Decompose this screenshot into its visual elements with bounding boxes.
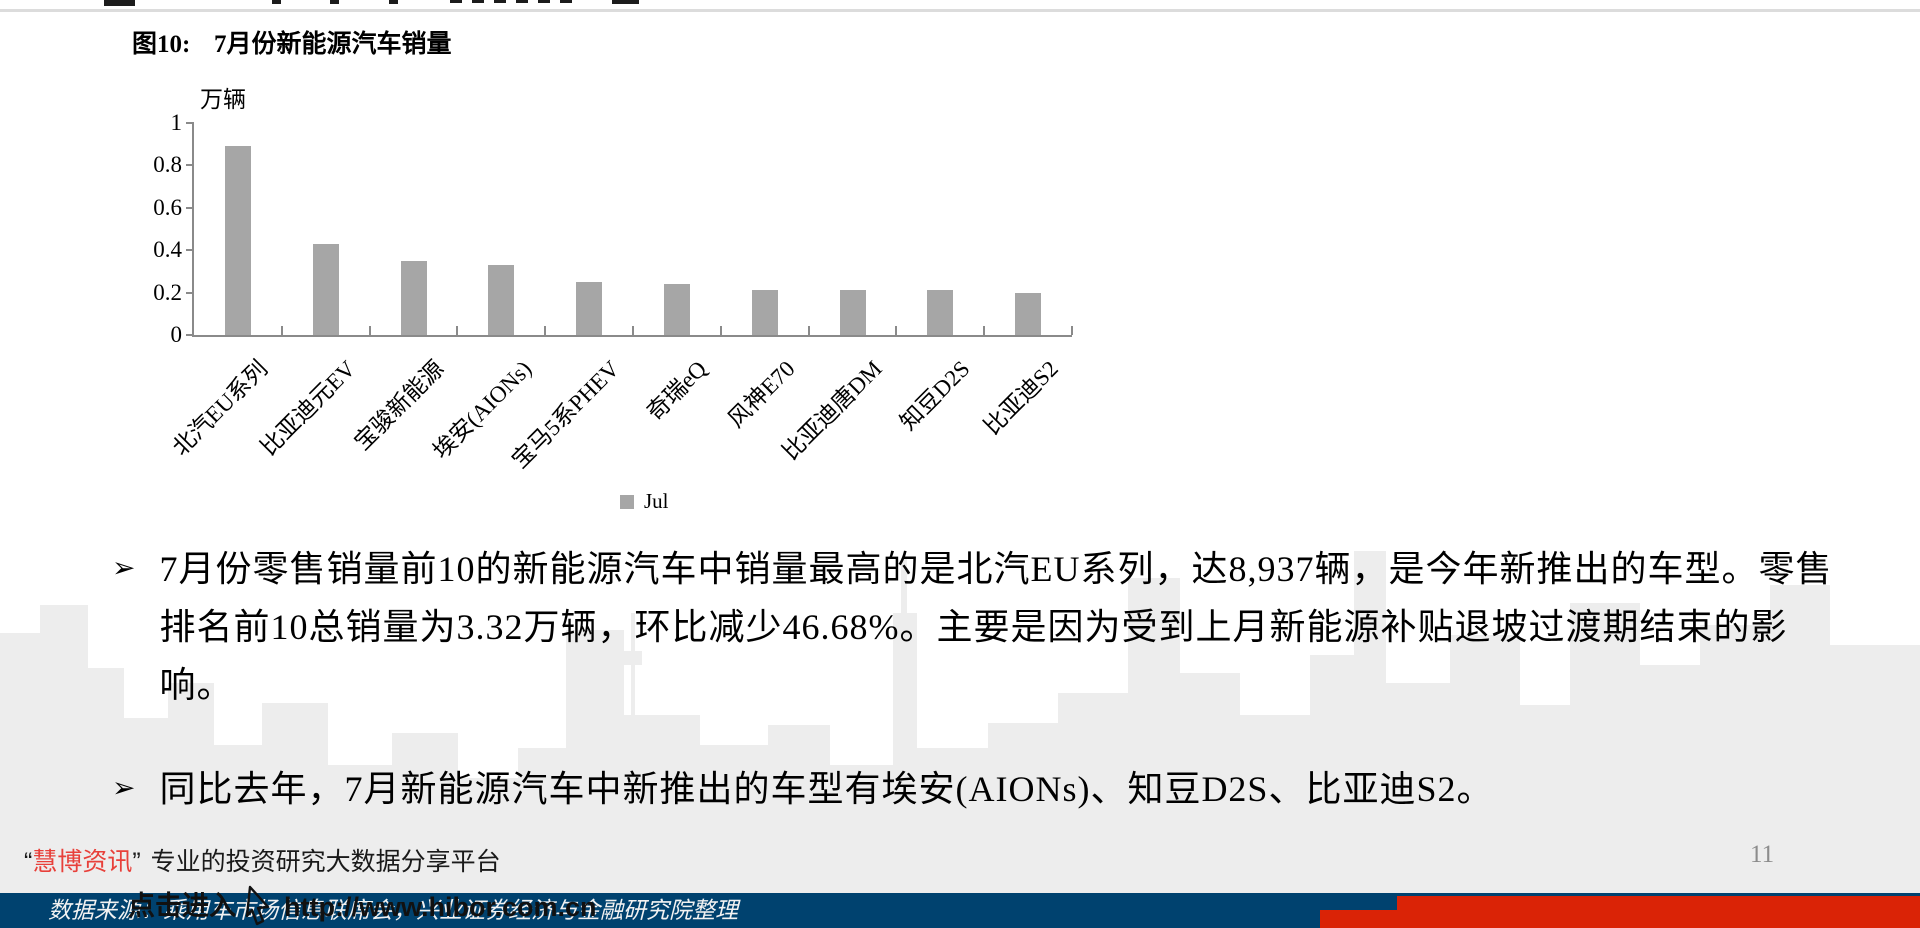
bullet-text-line: 7月份零售销量前10的新能源汽车中销量最高的是北汽EU系列，达8,937辆，是今… xyxy=(159,549,1833,589)
x-tick xyxy=(632,326,634,335)
x-tick xyxy=(895,326,898,335)
bullet-text-line: 排名前10总销量为3.32万辆，环比减少46.68%。主要是因为受到上月新能源补… xyxy=(159,607,1788,705)
x-tick xyxy=(1071,326,1073,335)
red-accent-block xyxy=(1397,896,1920,928)
x-axis-label-text: 比亚迪S2 xyxy=(979,355,1063,440)
bullet-text-line: 同比去年，7月新能源汽车中新推出的车型有埃安(AIONs)、知豆D2S、比亚迪S… xyxy=(159,769,1494,809)
brand-quote-open: “ xyxy=(24,848,33,876)
x-tick xyxy=(719,326,722,335)
y-tick-label: 0 xyxy=(170,322,183,347)
brand-name: 慧博资讯 xyxy=(32,848,133,876)
page-crop-mark xyxy=(272,0,281,4)
bar xyxy=(400,260,427,335)
page-crop-mark xyxy=(389,0,398,4)
bar xyxy=(224,146,251,335)
brand-line: “慧博资讯” 专业的投资研究大数据分享平台 xyxy=(24,842,501,878)
red-accent-block-step xyxy=(1320,910,1397,928)
x-tick xyxy=(807,326,810,335)
y-tick xyxy=(186,164,194,167)
watermark-url-link[interactable]: http://www.hibor.com.cn xyxy=(284,892,597,922)
page-crop-mark xyxy=(538,0,550,3)
y-tick xyxy=(186,249,194,252)
x-tick xyxy=(544,326,547,335)
page-crop-mark xyxy=(516,0,528,3)
x-axis-label-text: 风神E70 xyxy=(722,355,800,433)
y-tick xyxy=(186,122,194,124)
bullet-marker-icon: ➢ xyxy=(112,553,136,584)
bar xyxy=(488,265,515,335)
chart-legend: Jul xyxy=(620,489,669,514)
x-axis-label-text: 知豆D2S xyxy=(895,355,975,436)
y-tick xyxy=(186,206,194,209)
y-tick-label: 0.2 xyxy=(153,279,182,305)
x-tick xyxy=(368,326,371,335)
bar xyxy=(576,282,603,335)
page-crop-mark xyxy=(450,0,462,3)
brand-tagline: 专业的投资研究大数据分享平台 xyxy=(150,848,501,876)
page-crop-mark xyxy=(104,0,135,6)
figure-label: 图10: xyxy=(132,31,191,58)
x-axis-label-text: 奇瑞eQ xyxy=(642,355,712,426)
y-axis-unit-label: 万辆 xyxy=(200,87,246,112)
y-tick-label: 0.6 xyxy=(153,194,182,220)
legend-swatch-icon xyxy=(620,494,634,509)
y-tick xyxy=(186,291,194,294)
city-skyline-backdrop xyxy=(0,551,1920,893)
bar xyxy=(839,290,866,335)
bar xyxy=(751,290,778,335)
bar xyxy=(1015,292,1042,335)
watermark-action-text: 点击进入 xyxy=(128,891,236,921)
page-number: 11 xyxy=(1750,841,1775,868)
y-tick xyxy=(186,334,194,336)
bar xyxy=(927,290,954,335)
data-source-text: 数据来源：乘用车市场信息联席会，兴业证券经济与金融研究院整理 xyxy=(48,898,738,923)
x-tick xyxy=(983,326,986,335)
x-tick xyxy=(280,326,283,335)
brand-quote-close: ” xyxy=(132,848,141,876)
page-crop-mark xyxy=(612,0,639,4)
watermark: 点击进入 http://www.hibor.com.cn xyxy=(128,884,597,926)
bullet-item: ➢ 同比去年，7月新能源汽车中新推出的车型有埃安(AIONs)、知豆D2S、比亚迪… xyxy=(112,760,1836,818)
page-crop-mark xyxy=(330,0,339,4)
mouse-cursor-icon xyxy=(240,885,280,926)
bar xyxy=(663,284,690,335)
x-axis-label-text: 北汽EU系列 xyxy=(168,355,273,461)
plot-area: 0 0.2 0.4 0.6 0.8 1 北汽EU系列 比亚迪元EV 宝骏新能源 埃安(AIONs)… xyxy=(153,110,1073,473)
y-tick-label: 1 xyxy=(170,110,183,135)
x-tick xyxy=(456,326,459,335)
y-tick-label: 0.4 xyxy=(153,237,182,263)
legend-label: Jul xyxy=(644,489,669,513)
bullet-marker-icon: ➢ xyxy=(112,773,136,804)
top-divider xyxy=(0,9,1920,12)
page-crop-mark xyxy=(472,0,484,3)
figure-title: 7月份新能源汽车销量 xyxy=(214,31,452,58)
bar xyxy=(312,243,339,335)
bullet-text: 7月份零售销量前10的新能源汽车中销量最高的是北汽EU系列，达8,937辆，是今… xyxy=(159,540,1836,714)
bullet-item: ➢ 7月份零售销量前10的新能源汽车中销量最高的是北汽EU系列，达8,937辆，是… xyxy=(112,540,1836,714)
page-crop-mark xyxy=(560,0,572,3)
bullet-list: ➢ 7月份零售销量前10的新能源汽车中销量最高的是北汽EU系列，达8,937辆，是… xyxy=(112,540,1836,864)
x-axis-label-text: 比亚迪元EV xyxy=(255,355,361,461)
y-tick-label: 0.8 xyxy=(153,152,182,178)
bullet-text: 同比去年，7月新能源汽车中新推出的车型有埃安(AIONs)、知豆D2S、比亚迪S… xyxy=(159,760,1836,818)
page-crop-mark xyxy=(494,0,506,3)
